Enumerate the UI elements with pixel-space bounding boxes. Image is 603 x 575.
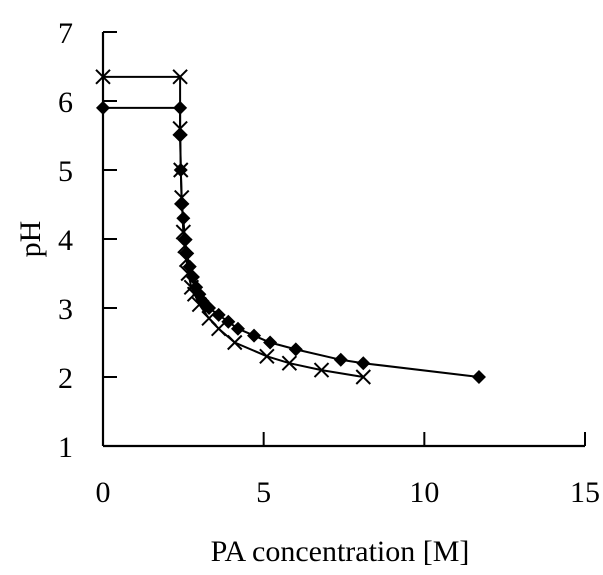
y-axis-title: pH — [14, 221, 47, 258]
data-point-x — [172, 69, 188, 85]
x-axis-title: PA concentration [M] — [211, 535, 470, 568]
y-tick-label: 7 — [58, 17, 73, 50]
data-point-x — [355, 369, 371, 385]
y-tick-label: 3 — [58, 293, 73, 326]
data-point-diamond — [288, 342, 303, 357]
series-line — [103, 75, 364, 378]
series-line — [103, 106, 480, 378]
data-point-x — [281, 355, 298, 371]
data-point-x — [174, 189, 190, 206]
y-tick-label: 6 — [58, 86, 73, 119]
data-point-x — [259, 348, 275, 365]
data-point-diamond — [471, 370, 486, 384]
data-point-x — [173, 162, 189, 178]
x-ticks: 0 5 10 15 — [96, 432, 600, 509]
y-tick-label: 5 — [58, 155, 73, 188]
data-point-x — [175, 224, 192, 240]
x-tick-label: 15 — [570, 476, 600, 509]
data-point-x — [177, 238, 193, 254]
series-x — [95, 69, 371, 385]
data-point-x — [191, 296, 208, 313]
data-point-diamond — [221, 314, 236, 329]
data-point-diamond — [247, 328, 262, 343]
data-point-x — [186, 286, 203, 302]
data-point-x — [172, 120, 188, 137]
data-point-x — [227, 334, 243, 351]
y-tick-label: 2 — [58, 362, 73, 395]
data-point-x — [95, 69, 111, 85]
data-point-diamond — [356, 356, 371, 371]
data-point-x — [178, 251, 195, 268]
data-point-diamond — [230, 321, 245, 336]
data-point-x — [210, 320, 227, 337]
data-point-x — [180, 265, 196, 282]
x-tick-label: 10 — [409, 476, 439, 509]
series-diamond — [96, 100, 486, 384]
data-point-diamond — [263, 335, 278, 350]
y-tick-label: 1 — [58, 431, 73, 464]
axes — [101, 32, 585, 448]
data-point-diamond — [96, 100, 110, 115]
data-point-x — [313, 362, 330, 378]
data-point-diamond — [333, 352, 348, 367]
y-tick-label: 4 — [58, 224, 73, 257]
series-layer — [95, 69, 486, 385]
x-tick-label: 0 — [96, 476, 111, 509]
y-ticks: 1 2 3 4 5 6 7 — [58, 17, 117, 464]
x-tick-label: 5 — [256, 476, 271, 509]
